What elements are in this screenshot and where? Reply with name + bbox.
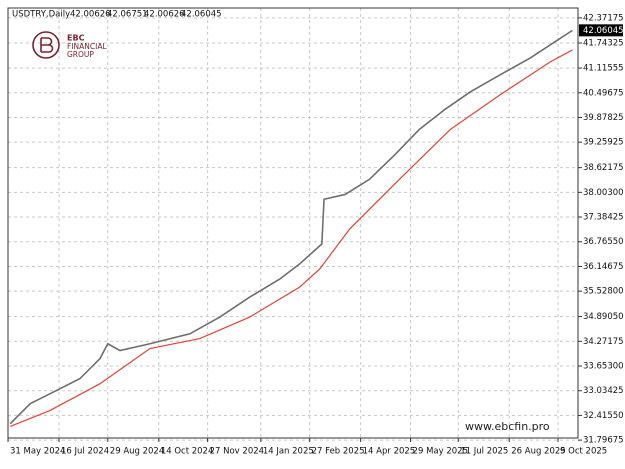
y-tick-label: 33.65300 xyxy=(583,362,624,372)
y-tick-label: 41.74325 xyxy=(583,39,624,49)
x-tick-label: 26 Aug 2025 xyxy=(511,447,565,457)
x-tick-label: 14 Jan 2025 xyxy=(263,447,314,457)
y-tick-label: 33.03425 xyxy=(583,386,624,396)
brand-name: EBC xyxy=(67,34,85,43)
y-tick-label: 38.00300 xyxy=(583,188,624,198)
y-tick-label: 37.38425 xyxy=(583,213,624,223)
y-tick-label: 34.89050 xyxy=(583,312,624,322)
x-tick-label: 14 Apr 2025 xyxy=(363,447,416,457)
y-tick-label: 36.76550 xyxy=(583,237,624,247)
ohlc-high: 42.06751 xyxy=(107,10,148,20)
y-tick-label: 34.27175 xyxy=(583,337,624,347)
grid xyxy=(7,8,578,441)
brand-line: GROUP xyxy=(67,50,94,59)
x-tick-label: 29 May 2025 xyxy=(413,447,468,457)
watermark: www.ebcfin.pro xyxy=(465,420,550,433)
brand-line: FINANCIAL xyxy=(67,42,107,51)
y-tick-label: 40.49675 xyxy=(583,88,624,98)
y-tick-label: 39.25925 xyxy=(583,138,624,148)
ohlc-open: 42.00626 xyxy=(70,10,111,20)
x-tick-label: 27 Feb 2025 xyxy=(312,447,365,457)
ohlc-low: 42.00626 xyxy=(144,10,185,20)
x-tick-label: 29 Aug 2024 xyxy=(110,447,164,457)
y-tick-label: 32.41550 xyxy=(583,411,624,421)
last-price-box xyxy=(579,24,623,37)
x-tick-label: 14 Oct 2024 xyxy=(161,447,214,457)
x-tick-label: 16 Jul 2024 xyxy=(61,447,109,457)
x-tick-label: 9 Oct 2025 xyxy=(560,447,607,457)
y-tick-label: 38.62175 xyxy=(583,163,624,173)
logo-mark xyxy=(40,37,54,53)
series-line xyxy=(9,29,573,425)
plot-frame xyxy=(7,7,579,439)
x-tick-label: 27 Nov 2024 xyxy=(210,447,264,457)
y-tick-label: 36.14675 xyxy=(583,262,624,272)
series-line xyxy=(9,49,573,427)
ohlc-close: 42.06045 xyxy=(181,10,222,20)
y-tick-label: 31.79675 xyxy=(583,436,624,446)
x-tick-label: 31 May 2024 xyxy=(10,447,65,457)
x-tick-label: 11 Jul 2025 xyxy=(460,447,508,457)
logo-ring xyxy=(32,31,60,59)
last-price-label: 42.06045 xyxy=(583,26,624,36)
y-tick-label: 35.52800 xyxy=(583,287,624,297)
y-tick-label: 41.11555 xyxy=(583,64,624,74)
y-tick-label: 42.37175 xyxy=(583,13,624,23)
brand-logo: EBC FINANCIAL GROUP xyxy=(32,31,107,59)
y-tick-label: 39.87825 xyxy=(583,113,624,123)
chart-title: USDTRY,Daily xyxy=(12,10,70,20)
